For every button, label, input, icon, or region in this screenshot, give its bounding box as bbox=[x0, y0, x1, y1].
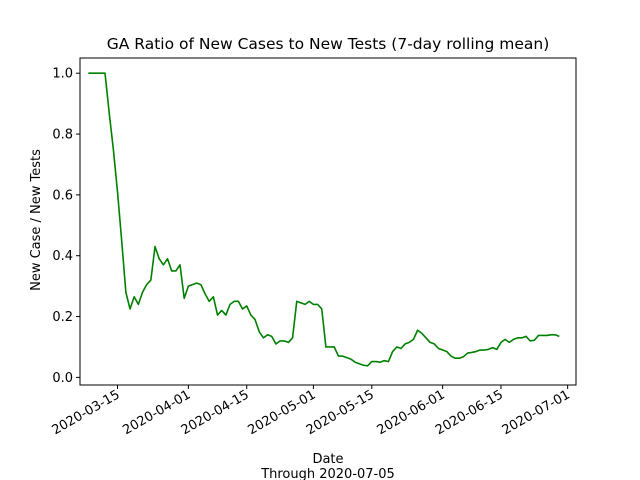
y-tick-label: 0.8 bbox=[52, 128, 73, 143]
y-tick-label: 1.0 bbox=[52, 67, 73, 82]
series-line-0 bbox=[88, 72, 560, 367]
y-axis-label: New Case / New Tests bbox=[29, 149, 44, 291]
y-tick-label: 0.6 bbox=[52, 188, 73, 203]
y-tick-label: 0.0 bbox=[52, 371, 73, 386]
y-tick-label: 0.2 bbox=[52, 310, 73, 325]
x-axis-label: Date bbox=[312, 452, 343, 467]
chart-title: GA Ratio of New Cases to New Tests (7-da… bbox=[107, 35, 550, 53]
axes-frame bbox=[79, 57, 577, 386]
y-tick-label: 0.4 bbox=[52, 249, 73, 264]
x-axis-sublabel: Through 2020-07-05 bbox=[260, 467, 395, 480]
